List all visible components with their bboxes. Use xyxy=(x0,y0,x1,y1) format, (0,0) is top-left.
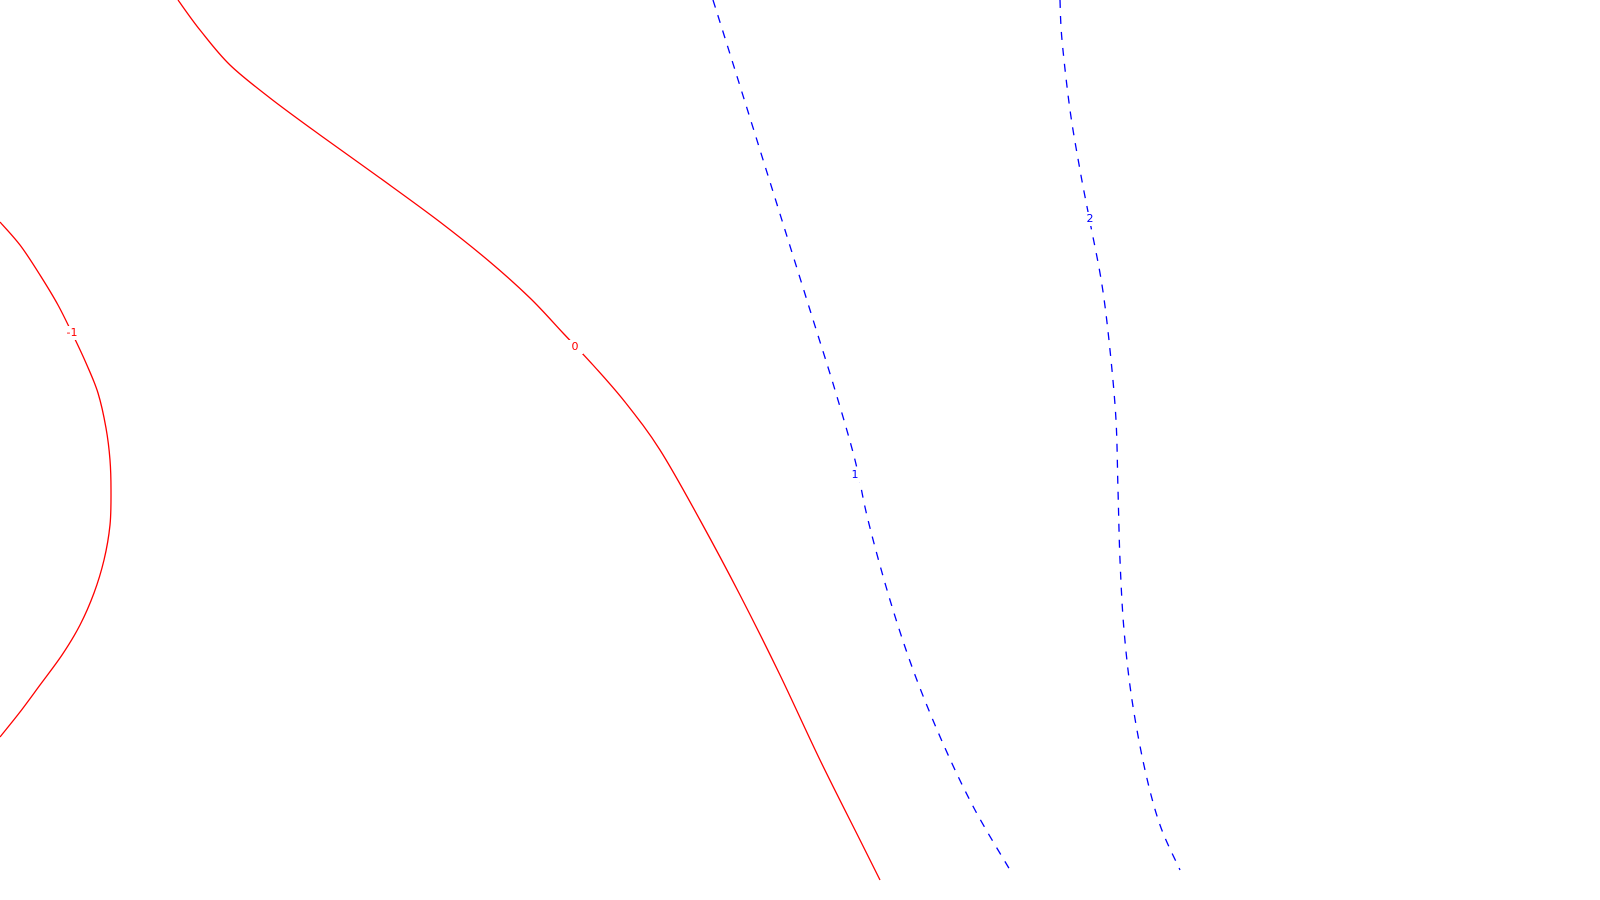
contour-lines xyxy=(0,0,1181,881)
contour-label-background xyxy=(64,326,80,340)
contour-line-level-neg1 xyxy=(0,221,112,738)
contour-label-level-2: 2 xyxy=(1087,212,1094,225)
contour-label-background xyxy=(1082,212,1098,226)
contour-label-level-1: 1 xyxy=(852,468,859,481)
contour-labels: -1 0 1 2 xyxy=(64,212,1098,482)
contour-label-level-0: 0 xyxy=(572,340,579,353)
contour-line-level-0 xyxy=(177,0,881,881)
contour-label-background xyxy=(567,340,583,354)
contour-line-level-2 xyxy=(1059,0,1181,871)
contour-label-background xyxy=(847,468,863,482)
contour-line-level-1 xyxy=(712,0,1011,871)
contour-label-level-neg1: -1 xyxy=(67,326,78,339)
